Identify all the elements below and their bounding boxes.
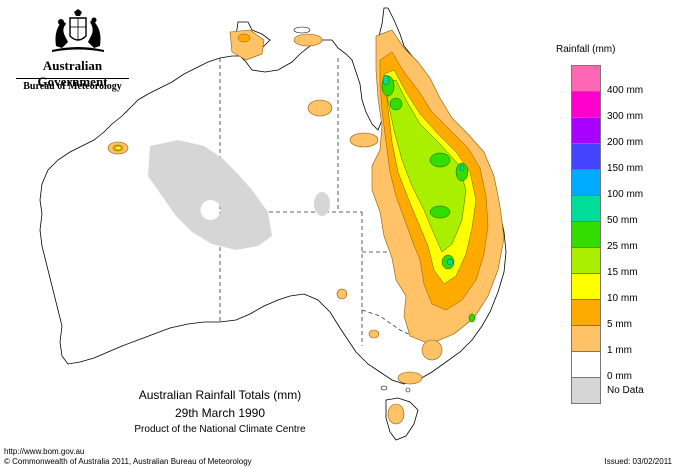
legend-label: 5 mm [607,319,632,330]
map-date: 29th March 1990 [174,406,266,420]
legend-swatch [571,169,601,196]
legend-label: 1 mm [607,345,632,356]
rainfall-25mm [381,75,476,323]
legend-label: No Data [607,385,644,396]
footer-issued: Issued: 03/02/2011 [604,457,672,466]
agency-name: Bureau of Meteorology [23,81,122,92]
legend-swatch [571,65,601,92]
legend-swatch [571,299,601,326]
legend-label: 100 mm [607,189,644,200]
legend-label: 200 mm [607,137,644,148]
rainfall-50mm [382,74,465,266]
footer-copyright: © Commonwealth of Australia 2011, Austra… [4,457,252,466]
legend-label: 0 mm [607,371,632,382]
legend-label: 50 mm [607,215,638,226]
no-data-region [314,192,330,216]
legend-swatch [571,91,601,118]
legend-swatch [571,195,601,222]
legend-label: 150 mm [607,163,644,174]
no-data-region [148,140,272,250]
legend-swatch [571,325,601,352]
legend-title: Rainfall (mm) [556,44,616,55]
legend-swatch [571,247,601,274]
legend-swatch [571,143,601,170]
government-name: Australian Government [37,58,108,89]
legend-swatch [571,221,601,248]
legend-swatch [571,377,601,404]
legend-label: 400 mm [607,85,644,96]
coat-of-arms-icon [52,9,104,52]
legend-swatch [571,117,601,144]
legend-swatch [571,351,601,378]
bom-logo: Australian Government Bureau of Meteorol… [10,8,135,98]
footer-url: http://www.bom.gov.au [4,447,85,456]
legend-swatch [571,273,601,300]
legend-label: 10 mm [607,293,638,304]
map-subtitle: Product of the National Climate Centre [134,424,306,435]
map-title: Australian Rainfall Totals (mm) [138,388,302,402]
legend-label: 15 mm [607,267,638,278]
logo-divider [16,78,129,79]
legend-label: 25 mm [607,241,638,252]
legend-label: 300 mm [607,111,644,122]
